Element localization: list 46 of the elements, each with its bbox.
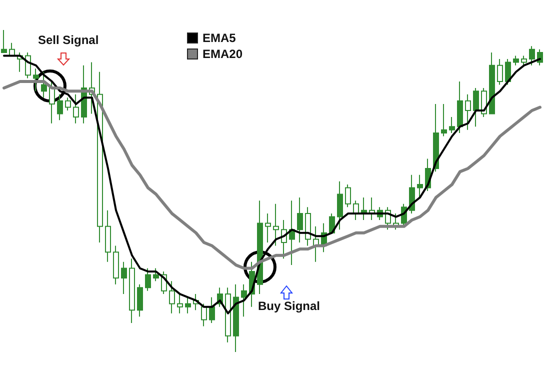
legend-label: EMA5 [202,31,236,45]
candlestick [113,245,119,285]
candlestick [465,94,471,130]
candlestick [33,68,39,92]
candlestick [65,97,71,111]
candlestick [289,200,295,266]
candlestick [505,58,511,86]
candlestick [129,258,135,324]
candlestick [273,203,279,246]
legend-label: EMA20 [202,47,243,61]
candlestick [265,213,271,244]
candlestick [353,200,359,220]
candlestick [233,284,239,352]
candlestick [121,261,127,295]
candlestick [529,46,535,66]
candlestick [201,303,207,327]
candlestick [441,104,447,137]
candlestick [153,268,159,282]
candlestick [489,52,495,114]
annotation: Buy Signal [258,299,320,313]
candlestick [177,294,183,314]
candlestick [49,81,55,124]
candlestick [337,180,343,230]
candlestick [513,55,519,66]
candlestick [241,284,247,318]
candlestick [105,210,111,262]
candlestick [345,184,351,208]
candlestick [305,206,311,246]
candlestick [41,71,47,98]
annotation: Sell Signal [38,33,99,47]
candlestick [297,196,303,244]
candlestick [497,58,503,86]
candlestick [225,287,231,343]
candlestick [169,280,175,314]
candlestick [1,30,7,54]
candlestick [137,284,143,318]
candlestick [417,174,423,198]
candlestick [57,94,63,121]
candlestick [185,296,191,314]
candlestick [457,81,463,134]
candlestick [473,87,479,128]
candlestick [145,268,151,292]
candlestick [209,296,215,324]
candlestick [73,94,79,124]
candlestick [521,55,527,66]
candlestick [449,116,455,134]
